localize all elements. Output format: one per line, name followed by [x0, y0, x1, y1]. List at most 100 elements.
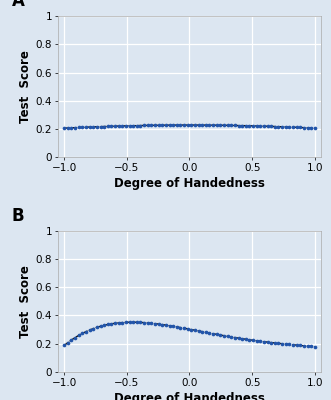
- Point: [87, 327, 92, 333]
- Point: [119, 319, 125, 326]
- Point: [76, 332, 81, 339]
- Point: [94, 124, 100, 130]
- Point: [243, 336, 249, 342]
- Point: [65, 125, 71, 131]
- Point: [105, 321, 111, 328]
- Point: [265, 123, 270, 130]
- Point: [160, 122, 165, 128]
- Point: [211, 122, 216, 128]
- Point: [109, 321, 114, 327]
- Point: [170, 122, 176, 128]
- Point: [254, 123, 260, 129]
- Point: [130, 122, 136, 129]
- Point: [211, 330, 216, 337]
- Point: [123, 319, 128, 326]
- Point: [272, 340, 277, 346]
- Point: [196, 328, 201, 334]
- Point: [185, 326, 190, 332]
- Point: [130, 319, 136, 325]
- Point: [258, 338, 263, 344]
- Point: [116, 123, 121, 129]
- Point: [200, 328, 205, 335]
- Point: [287, 341, 292, 348]
- Point: [185, 122, 190, 128]
- Point: [254, 338, 260, 344]
- Point: [298, 342, 303, 349]
- Point: [83, 328, 89, 335]
- Point: [290, 124, 296, 130]
- Point: [102, 322, 107, 328]
- Point: [181, 325, 187, 331]
- Point: [174, 324, 179, 330]
- Point: [305, 125, 310, 131]
- Point: [65, 340, 71, 346]
- Point: [119, 123, 125, 129]
- Point: [247, 122, 252, 129]
- Point: [294, 342, 299, 348]
- Point: [287, 124, 292, 130]
- Point: [170, 323, 176, 330]
- Point: [207, 122, 212, 128]
- Point: [251, 337, 256, 344]
- Point: [196, 122, 201, 128]
- Point: [163, 122, 168, 128]
- Point: [62, 342, 67, 349]
- Point: [207, 330, 212, 336]
- Point: [301, 342, 307, 349]
- Point: [98, 323, 103, 330]
- Point: [225, 122, 230, 128]
- Point: [113, 123, 118, 129]
- Point: [240, 122, 245, 129]
- Point: [308, 125, 314, 131]
- Point: [258, 123, 263, 129]
- Point: [268, 123, 274, 130]
- Point: [123, 123, 128, 129]
- Point: [229, 334, 234, 340]
- Point: [141, 122, 147, 129]
- Point: [229, 122, 234, 129]
- Point: [290, 342, 296, 348]
- Point: [221, 122, 227, 128]
- Point: [261, 338, 266, 345]
- Point: [145, 122, 150, 129]
- Point: [167, 322, 172, 329]
- Point: [265, 339, 270, 345]
- X-axis label: Degree of Handedness: Degree of Handedness: [114, 392, 265, 400]
- Point: [116, 320, 121, 326]
- Point: [127, 122, 132, 129]
- Point: [156, 122, 161, 128]
- X-axis label: Degree of Handedness: Degree of Handedness: [114, 177, 265, 190]
- Point: [294, 124, 299, 130]
- Point: [192, 122, 198, 128]
- Point: [203, 329, 209, 336]
- Point: [152, 320, 158, 327]
- Point: [134, 319, 139, 326]
- Point: [174, 122, 179, 128]
- Point: [94, 324, 100, 330]
- Point: [279, 340, 285, 347]
- Point: [156, 321, 161, 327]
- Point: [312, 125, 317, 131]
- Point: [221, 332, 227, 339]
- Point: [268, 339, 274, 346]
- Point: [247, 336, 252, 343]
- Y-axis label: Test  Score: Test Score: [19, 50, 32, 123]
- Point: [298, 124, 303, 131]
- Point: [240, 336, 245, 342]
- Point: [149, 122, 154, 128]
- Point: [279, 124, 285, 130]
- Point: [76, 124, 81, 131]
- Y-axis label: Test  Score: Test Score: [19, 265, 32, 338]
- Point: [160, 321, 165, 328]
- Point: [261, 123, 266, 129]
- Point: [98, 124, 103, 130]
- Point: [189, 122, 194, 128]
- Point: [218, 122, 223, 128]
- Point: [109, 123, 114, 130]
- Point: [203, 122, 209, 128]
- Text: B: B: [12, 207, 24, 225]
- Point: [272, 123, 277, 130]
- Point: [69, 125, 74, 131]
- Point: [251, 123, 256, 129]
- Point: [113, 320, 118, 326]
